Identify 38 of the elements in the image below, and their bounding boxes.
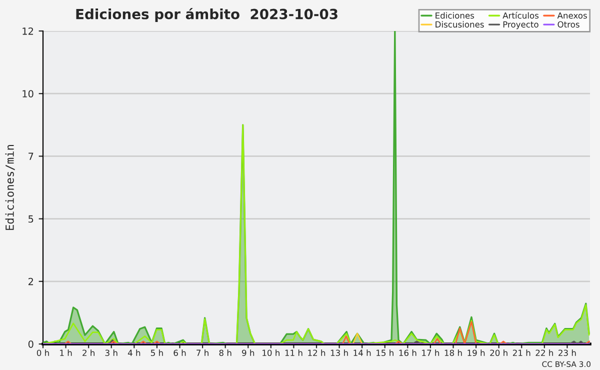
x-tick-label: 7 h bbox=[196, 350, 208, 356]
legend-label: Anexos bbox=[557, 12, 587, 19]
legend-label: Artículos bbox=[502, 12, 539, 19]
legend-label: Otros bbox=[558, 21, 580, 28]
x-tick-label: 16 h bbox=[399, 350, 416, 356]
x-tick-label: 18 h bbox=[444, 350, 462, 356]
x-tick-label: 14 h bbox=[354, 350, 371, 356]
legend-label: Proyecto bbox=[503, 21, 538, 30]
y-tick-label: 2 bbox=[28, 278, 33, 286]
x-tick-label: 20 h bbox=[490, 350, 508, 356]
x-tick-label: 12 h bbox=[308, 350, 326, 356]
y-axis-title: Ediciones/min bbox=[5, 145, 15, 230]
x-tick-label: 1 h bbox=[60, 350, 72, 356]
legend-label: Ediciones bbox=[436, 12, 474, 19]
x-tick-label: 15 h bbox=[376, 350, 394, 356]
y-tick-label: 7 bbox=[28, 152, 34, 160]
x-tick-label: 21 h bbox=[512, 350, 530, 356]
y-tick-label: 5 bbox=[28, 215, 34, 223]
y-tick-label: 0 bbox=[28, 340, 34, 348]
x-tick-label: 19 h bbox=[468, 350, 485, 356]
x-tick-label: 3 h bbox=[105, 350, 118, 356]
x-tick-label: 4 h bbox=[128, 350, 140, 356]
y-tick-label: 10 bbox=[22, 90, 34, 98]
x-tick-label: 0 h bbox=[36, 350, 49, 356]
x-tick-label: 23 h bbox=[558, 350, 576, 356]
x-tick-label: 9 h bbox=[242, 350, 254, 356]
chart-title: Ediciones por ámbito 2023-10-03 bbox=[76, 8, 338, 22]
x-tick-label: 22 h bbox=[536, 350, 553, 356]
x-tick-label: 10 h bbox=[262, 350, 280, 356]
x-tick-label: 13 h bbox=[330, 350, 348, 356]
x-tick-label: 5 h bbox=[150, 350, 163, 356]
y-tick-label: 12 bbox=[22, 27, 33, 35]
legend-label: Discusiones bbox=[436, 21, 484, 28]
x-tick-label: 6 h bbox=[174, 350, 186, 356]
x-tick-label: 2 h bbox=[82, 350, 94, 356]
x-tick-label: 17 h bbox=[422, 350, 440, 356]
x-tick-label: 8 h bbox=[219, 350, 232, 356]
x-tick-label: 11 h bbox=[285, 350, 302, 356]
